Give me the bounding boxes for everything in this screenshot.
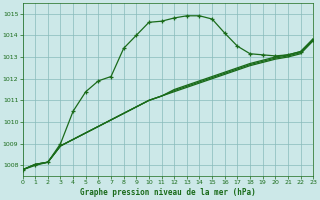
X-axis label: Graphe pression niveau de la mer (hPa): Graphe pression niveau de la mer (hPa) <box>80 188 256 197</box>
